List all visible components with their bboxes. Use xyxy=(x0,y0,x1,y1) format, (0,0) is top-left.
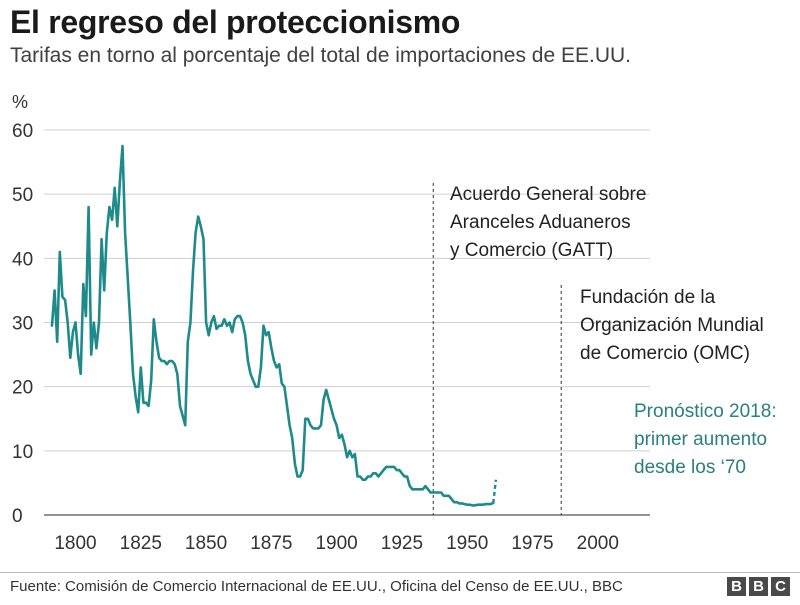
y-tick-label: 30 xyxy=(12,314,33,335)
y-axis-ticks: 0 10 20 30 40 50 60 xyxy=(12,121,33,527)
y-tick-label: 10 xyxy=(12,442,33,463)
forecast-dashed-line xyxy=(492,479,498,503)
bbc-logo-letter: B xyxy=(727,577,746,596)
source-note: Fuente: Comisión de Comercio Internacion… xyxy=(10,578,623,595)
annotation-text: Organización Mundial xyxy=(580,315,764,336)
x-tick-label: 1950 xyxy=(446,533,488,554)
x-tick-label: 1925 xyxy=(381,533,423,554)
tariff-series-line xyxy=(50,144,495,507)
chart-title: El regreso del proteccionismo xyxy=(10,4,461,40)
x-axis-ticks: 1800 1825 1850 1875 1900 1925 1950 1975 2000 xyxy=(54,533,619,554)
annotation-text: Aranceles Aduaneros xyxy=(450,212,631,233)
y-tick-label: 50 xyxy=(12,185,33,206)
annotations: Acuerdo General sobre Aranceles Aduaneros… xyxy=(432,183,777,515)
x-tick-label: 1900 xyxy=(315,533,357,554)
annotation-text: Pronóstico 2018: xyxy=(634,401,777,422)
x-tick-label: 1800 xyxy=(54,533,96,554)
x-tick-label: 1825 xyxy=(120,533,162,554)
bbc-logo: B B C xyxy=(727,577,790,596)
tariff-line-chart: 0 10 20 30 40 50 60 1800 1825 1850 1875 1900 1925 19… xyxy=(12,92,777,554)
x-tick-label: 1850 xyxy=(185,533,227,554)
annotation-text: Acuerdo General sobre xyxy=(450,184,646,205)
bbc-logo-letter: C xyxy=(771,577,790,596)
annotation-text: desde los ‘70 xyxy=(634,457,746,478)
x-tick-label: 1975 xyxy=(511,533,553,554)
y-tick-label: 60 xyxy=(12,121,33,142)
y-tick-label: 0 xyxy=(12,506,23,527)
annotation-text: Fundación de la xyxy=(580,287,716,308)
footer-divider xyxy=(0,572,800,573)
chart-subtitle: Tarifas en torno al porcentaje del total… xyxy=(10,44,632,67)
y-axis-unit-label: % xyxy=(12,92,28,112)
annotation-text: primer aumento xyxy=(634,429,767,450)
x-tick-label: 2000 xyxy=(577,533,619,554)
y-tick-label: 20 xyxy=(12,378,33,399)
annotation-text: y Comercio (GATT) xyxy=(450,240,613,261)
x-tick-label: 1875 xyxy=(250,533,292,554)
bbc-logo-letter: B xyxy=(749,577,768,596)
y-tick-label: 40 xyxy=(12,249,33,270)
annotation-text: de Comercio (OMC) xyxy=(580,343,750,364)
